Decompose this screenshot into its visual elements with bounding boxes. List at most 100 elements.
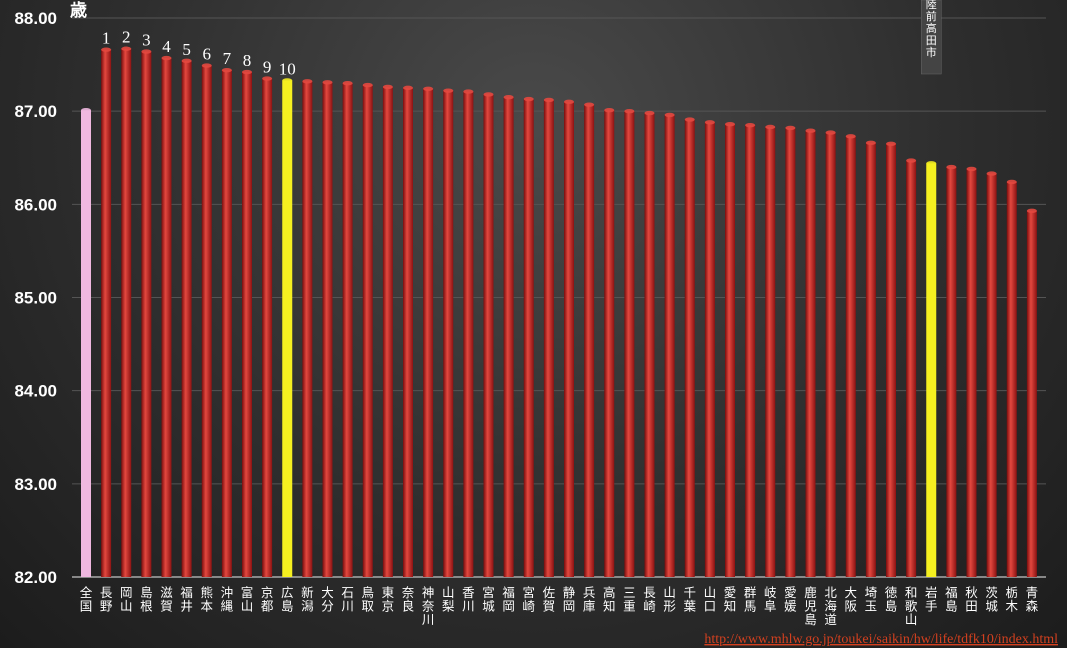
category-label: 道 xyxy=(824,612,837,627)
bar-cap xyxy=(161,55,172,61)
bar xyxy=(1006,181,1017,577)
bar-cap xyxy=(403,85,413,91)
bar-cap xyxy=(584,102,595,107)
bar xyxy=(825,132,836,577)
rank-label: 7 xyxy=(223,49,232,68)
bar xyxy=(322,82,333,577)
bar-cap xyxy=(745,122,756,128)
bar xyxy=(523,99,534,578)
bar-cap xyxy=(684,117,695,122)
category-label: 本 xyxy=(200,599,213,614)
category-label: 大 xyxy=(844,585,857,600)
category-label: 岡 xyxy=(563,599,576,614)
category-label: 千 xyxy=(683,585,696,600)
bar-cap xyxy=(765,124,776,130)
category-label: 山 xyxy=(120,599,133,614)
bar-cap xyxy=(201,63,212,68)
bar xyxy=(463,91,474,577)
bar-cap xyxy=(1006,179,1017,185)
bar xyxy=(81,110,91,578)
bar-cap xyxy=(825,130,836,135)
category-label: 島 xyxy=(140,585,153,600)
category-label: 岡 xyxy=(120,585,133,600)
bar xyxy=(503,97,514,578)
category-label: 広 xyxy=(281,585,294,600)
category-label: 庫 xyxy=(583,599,596,614)
category-label: 福 xyxy=(180,585,193,600)
category-label: 奈 xyxy=(422,599,435,614)
category-label: 滋 xyxy=(160,585,173,600)
bar-cap xyxy=(221,67,232,73)
bar-cap xyxy=(704,120,715,125)
bar xyxy=(865,142,876,578)
category-label: 重 xyxy=(623,599,636,614)
bar-cap xyxy=(725,122,735,127)
bar xyxy=(161,58,172,578)
category-label: 分 xyxy=(321,599,334,614)
bar xyxy=(564,101,574,577)
category-label: 高 xyxy=(603,585,616,600)
category-label: 宮 xyxy=(522,585,535,600)
y-tick-label: 85.00 xyxy=(14,289,57,308)
bar xyxy=(845,136,856,578)
bar xyxy=(624,111,635,578)
category-label: 山 xyxy=(442,585,455,600)
category-label: 富 xyxy=(241,585,254,600)
bar xyxy=(181,60,192,577)
bar xyxy=(805,130,816,577)
category-label: 野 xyxy=(100,599,113,614)
category-label: 森 xyxy=(1026,599,1039,614)
category-label: 神 xyxy=(422,585,435,600)
bar-cap xyxy=(101,47,112,52)
category-label: 佐 xyxy=(543,585,556,600)
bar xyxy=(604,110,615,578)
bar xyxy=(543,99,554,577)
bar xyxy=(986,173,997,578)
category-label: 崎 xyxy=(522,599,535,614)
bar xyxy=(221,70,232,577)
bar-cap xyxy=(423,86,434,92)
bar xyxy=(362,85,373,577)
bar-cap xyxy=(946,164,957,170)
category-label: 玉 xyxy=(865,599,878,614)
bar-cap xyxy=(543,97,554,103)
bar-cap xyxy=(966,166,977,172)
y-axis: 82.00 83.00 84.00 85.00 86.00 87.00 88.00 xyxy=(14,9,1046,587)
bar-cap xyxy=(886,141,896,146)
grid-lines xyxy=(72,17,1046,578)
category-label: 都 xyxy=(261,599,274,614)
y-tick-label: 83.00 xyxy=(14,475,57,494)
rank-label: 3 xyxy=(142,31,151,50)
category-label: 梨 xyxy=(442,599,455,614)
category-label: 徳 xyxy=(885,585,898,600)
rank-label: 6 xyxy=(203,45,212,64)
bar-cap xyxy=(604,108,615,113)
rank-label: 9 xyxy=(263,58,272,77)
bar-cap xyxy=(463,89,474,94)
category-label: 和 xyxy=(905,585,918,600)
bar-cap xyxy=(926,161,937,166)
category-label: 潟 xyxy=(301,599,314,614)
bar xyxy=(644,113,655,577)
bar xyxy=(886,143,896,577)
category-label: 阪 xyxy=(844,599,857,614)
bar-cap xyxy=(121,46,132,51)
category-label: 知 xyxy=(603,599,616,614)
category-labels: 全国長野岡山島根滋賀福井熊本沖縄富山京都広島新潟大分石川鳥取東京奈良神奈川山梨香… xyxy=(80,585,1039,627)
bar xyxy=(141,51,152,578)
bar-cap xyxy=(523,96,534,102)
bar xyxy=(966,168,977,577)
bar xyxy=(926,163,937,577)
bar-cap xyxy=(564,99,574,105)
category-label: 静 xyxy=(563,585,576,600)
bar xyxy=(906,160,917,578)
category-label: 北 xyxy=(824,585,837,600)
category-label: 歌 xyxy=(905,599,918,614)
source-link[interactable]: http://www.mhlw.go.jp/toukei/saikin/hw/l… xyxy=(704,632,1058,647)
bar xyxy=(403,87,413,577)
category-label: 取 xyxy=(361,599,374,614)
category-label: 京 xyxy=(261,585,274,600)
category-label: 長 xyxy=(643,585,656,600)
annotation-box xyxy=(921,0,942,75)
category-label: 沖 xyxy=(221,585,234,600)
